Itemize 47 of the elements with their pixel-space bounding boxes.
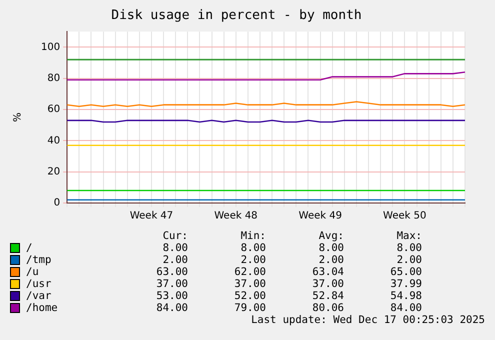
text: 65.00 bbox=[389, 266, 422, 278]
x-tick-label: Week 47 bbox=[130, 210, 174, 222]
text: 52.00 bbox=[233, 290, 266, 302]
text: 79.00 bbox=[233, 302, 266, 314]
text: 54.98 bbox=[389, 290, 422, 302]
y-tick-label: 100 bbox=[40, 42, 60, 53]
text: 2.00 bbox=[396, 254, 422, 266]
text: 63.00 bbox=[155, 266, 188, 278]
x-tick-label: Week 50 bbox=[383, 210, 426, 222]
text: Min: bbox=[240, 230, 266, 242]
text: 84.00 bbox=[155, 302, 188, 314]
text: 37.00 bbox=[311, 278, 344, 290]
x-tick-label: Week 48 bbox=[214, 210, 258, 222]
legend-label: /usr bbox=[25, 278, 52, 290]
legend-label: /var bbox=[25, 290, 52, 302]
chart-title: Disk usage in percent - by month bbox=[111, 8, 362, 24]
y-tick-label: 80 bbox=[47, 72, 60, 84]
text: 8.00 bbox=[396, 242, 422, 254]
text: 84.00 bbox=[389, 302, 422, 314]
text: Max: bbox=[396, 230, 422, 242]
text: 63.04 bbox=[311, 266, 344, 278]
text: 53.00 bbox=[155, 290, 188, 302]
y-tick-label: 60 bbox=[47, 104, 60, 116]
text: 52.84 bbox=[311, 290, 344, 302]
legend-label: / bbox=[25, 242, 34, 254]
legend-label: /tmp bbox=[25, 254, 52, 266]
text: 37.00 bbox=[155, 278, 188, 290]
text: Last update: Wed Dec 17 00:25:03 2025 bbox=[251, 314, 485, 326]
y-tick-label: 40 bbox=[47, 135, 60, 146]
text: 2.00 bbox=[240, 254, 266, 266]
text: Avg: bbox=[318, 230, 344, 242]
text: 8.00 bbox=[318, 242, 344, 254]
text: 80.06 bbox=[311, 302, 344, 314]
legend-label: /u bbox=[25, 266, 40, 278]
y-tick-label: 0 bbox=[54, 198, 60, 209]
text: 2.00 bbox=[162, 254, 188, 266]
text: 37.99 bbox=[389, 278, 422, 290]
text: 2.00 bbox=[318, 254, 344, 266]
x-tick-label: Week 49 bbox=[298, 210, 342, 222]
text: 62.00 bbox=[233, 266, 266, 278]
text: Cur: bbox=[162, 230, 188, 242]
text: 8.00 bbox=[240, 242, 266, 254]
y-axis-title: % bbox=[12, 112, 24, 122]
text: 37.00 bbox=[233, 278, 266, 290]
y-tick-label: 20 bbox=[47, 166, 60, 178]
text: 8.00 bbox=[162, 242, 188, 254]
legend-label: /home bbox=[25, 302, 59, 314]
